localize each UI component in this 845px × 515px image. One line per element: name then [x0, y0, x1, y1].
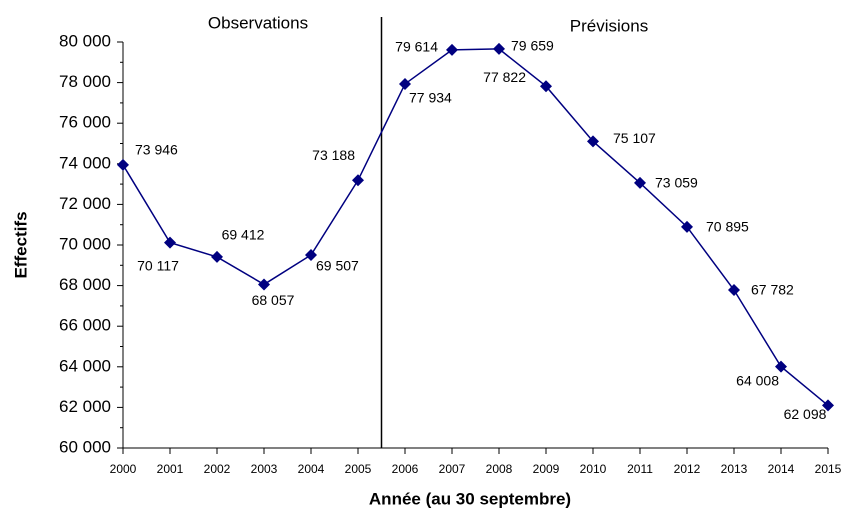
x-tick-label: 2004 — [298, 462, 325, 476]
marker — [587, 135, 599, 148]
annotation: Observations — [208, 13, 308, 32]
marker — [681, 220, 693, 233]
value-label: 73 946 — [135, 142, 178, 158]
value-label: 68 057 — [252, 292, 295, 308]
x-tick-label: 2007 — [439, 462, 466, 476]
value-label: 69 507 — [316, 258, 359, 274]
y-tick-label: 74 000 — [59, 153, 111, 172]
marker — [540, 80, 552, 93]
value-label: 70 895 — [706, 219, 749, 235]
x-tick-label: 2001 — [157, 462, 184, 476]
value-label: 77 934 — [409, 90, 452, 106]
y-tick-label: 80 000 — [59, 31, 111, 50]
value-label: 64 008 — [736, 372, 779, 388]
marker — [258, 278, 270, 291]
value-label: 67 782 — [751, 282, 794, 298]
x-tick-label: 2014 — [768, 462, 795, 476]
y-tick-label: 72 000 — [59, 194, 111, 213]
y-tick-label: 78 000 — [59, 72, 111, 91]
y-tick-label: 60 000 — [59, 437, 111, 456]
value-label: 73 059 — [655, 175, 698, 191]
y-axis-label: Effectifs — [11, 211, 30, 278]
x-tick-label: 2015 — [815, 462, 842, 476]
value-label: 75 107 — [613, 130, 656, 146]
x-tick-label: 2008 — [486, 462, 513, 476]
marker — [493, 42, 505, 55]
x-tick-label: 2002 — [204, 462, 231, 476]
x-tick-label: 2009 — [533, 462, 560, 476]
x-tick-label: 2013 — [721, 462, 748, 476]
value-label: 69 412 — [222, 227, 265, 243]
value-label: 77 822 — [483, 69, 526, 85]
x-tick-label: 2006 — [392, 462, 419, 476]
y-tick-label: 64 000 — [59, 356, 111, 375]
value-label: 79 659 — [511, 38, 554, 54]
x-tick-label: 2003 — [251, 462, 278, 476]
marker — [164, 236, 176, 249]
x-tick-label: 2012 — [674, 462, 701, 476]
x-tick-label: 2010 — [580, 462, 607, 476]
marker — [211, 250, 223, 263]
marker — [446, 43, 458, 56]
y-tick-label: 66 000 — [59, 316, 111, 335]
y-tick-label: 76 000 — [59, 113, 111, 132]
marker — [822, 399, 834, 412]
marker — [117, 158, 129, 171]
x-tick-label: 2000 — [110, 462, 137, 476]
y-tick-label: 62 000 — [59, 397, 111, 416]
marker — [399, 77, 411, 90]
x-tick-label: 2005 — [345, 462, 372, 476]
line — [122, 48, 829, 406]
value-label: 79 614 — [395, 39, 438, 55]
marker — [305, 249, 317, 262]
marker — [352, 174, 364, 187]
value-label: 73 188 — [312, 147, 355, 163]
marker — [775, 360, 787, 373]
y-tick-label: 68 000 — [59, 275, 111, 294]
marker — [634, 176, 646, 189]
y-tick-label: 70 000 — [59, 234, 111, 253]
marker — [728, 284, 740, 297]
value-label: 70 117 — [137, 257, 179, 273]
x-axis-label: Année (au 30 septembre) — [369, 489, 571, 508]
value-label: 62 098 — [784, 406, 827, 422]
annotation: Prévisions — [570, 16, 648, 35]
x-tick-label: 2011 — [627, 462, 653, 476]
